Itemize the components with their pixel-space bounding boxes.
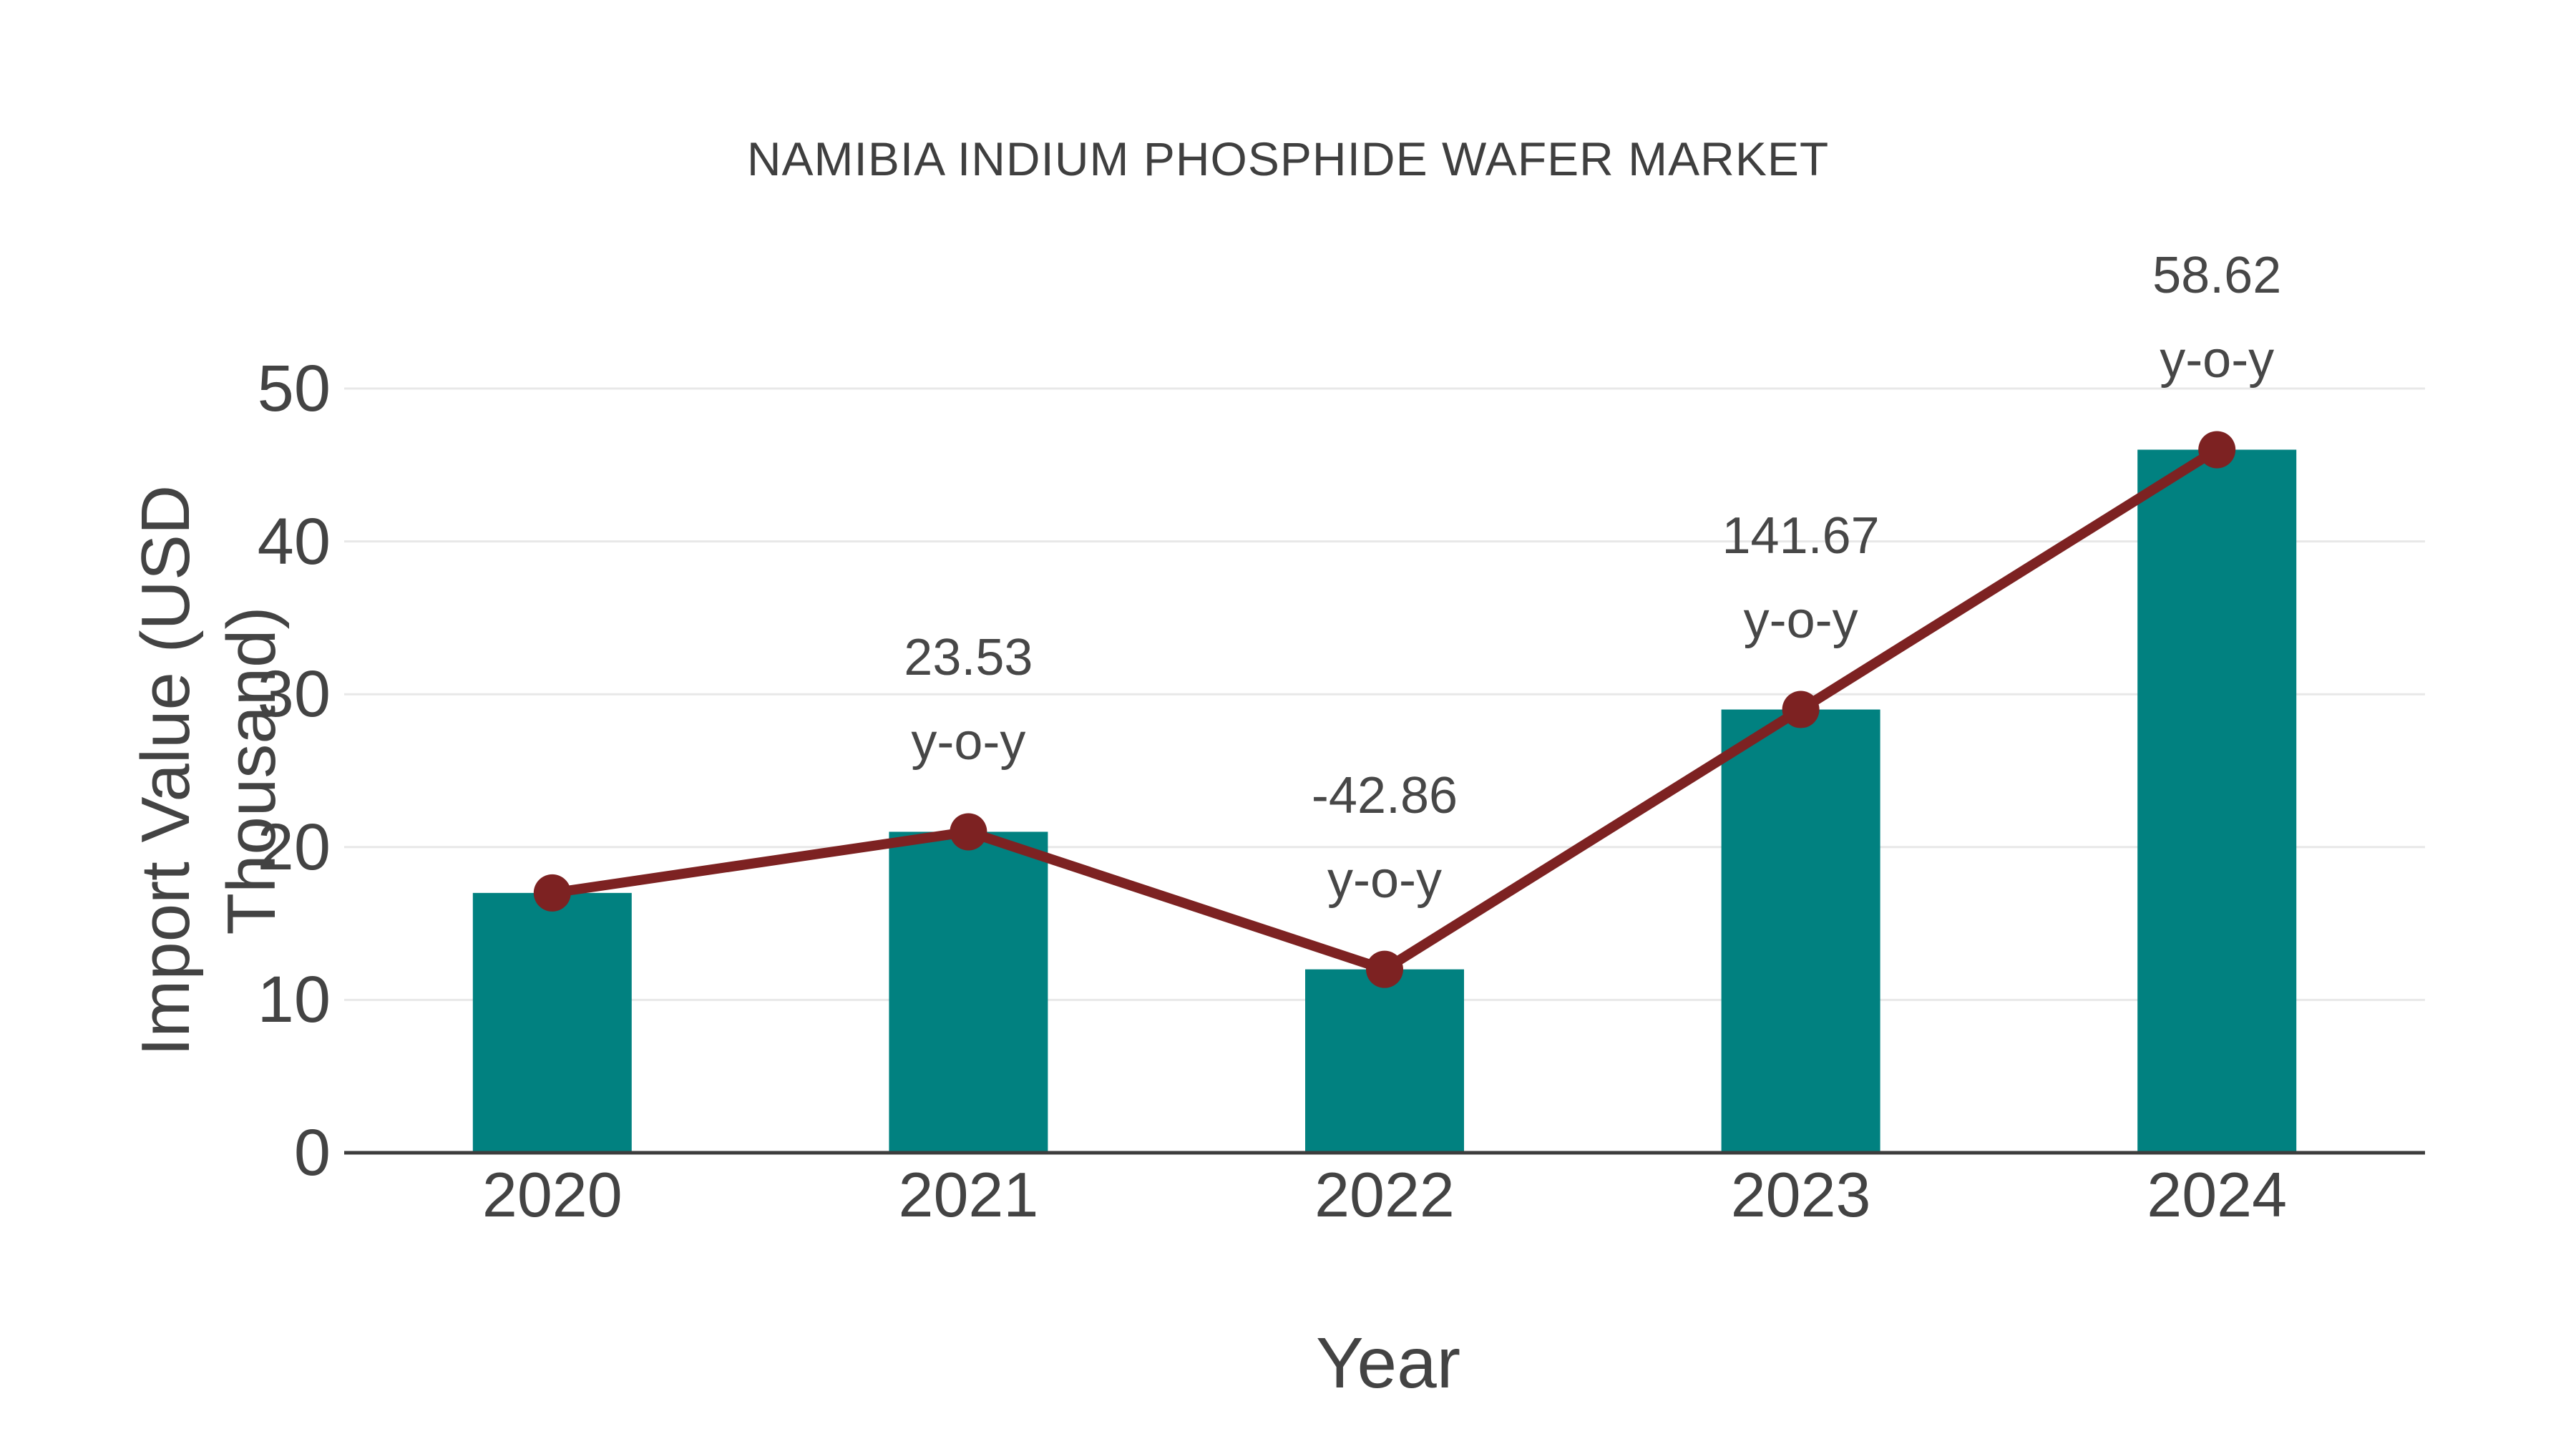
bar-2023 xyxy=(1721,709,1880,1153)
y-tick-label-0: 0 xyxy=(293,1116,331,1189)
yoy-label: y-o-y xyxy=(1743,591,1858,649)
trend-marker-2021 xyxy=(950,813,987,851)
yoy-value: 58.62 xyxy=(2152,247,2282,305)
bar-2021 xyxy=(889,831,1048,1153)
yoy-label: y-o-y xyxy=(911,713,1026,771)
x-axis-title: Year xyxy=(1315,1323,1461,1403)
bar-2020 xyxy=(472,892,632,1153)
trend-marker-2024 xyxy=(2198,431,2236,469)
y-tick-label-10: 10 xyxy=(257,963,331,1037)
bar-2024 xyxy=(2137,449,2297,1153)
yoy-value: 23.53 xyxy=(904,629,1033,687)
trend-marker-2022 xyxy=(1366,950,1403,988)
bar-2022 xyxy=(1305,969,1464,1153)
yoy-annotation-2024: 58.62 y-o-y xyxy=(1995,233,2439,402)
y-tick-label-40: 40 xyxy=(257,504,331,578)
y-tick-label-20: 20 xyxy=(257,810,331,884)
yoy-annotation-2022: -42.86 y-o-y xyxy=(1163,753,1606,922)
chart-title: NAMIBIA INDIUM PHOSPHIDE WAFER MARKET xyxy=(746,132,1830,185)
yoy-label: y-o-y xyxy=(2160,331,2275,389)
x-tick-label-2024: 2024 xyxy=(2147,1159,2288,1230)
x-tick-label-2023: 2023 xyxy=(1730,1159,1871,1230)
yoy-annotation-2023: 141.67 y-o-y xyxy=(1579,494,2023,663)
x-tick-label-2020: 2020 xyxy=(482,1159,623,1230)
y-tick-label-50: 50 xyxy=(257,352,331,425)
trend-marker-2023 xyxy=(1782,691,1820,728)
x-tick-label-2022: 2022 xyxy=(1314,1159,1455,1230)
y-axis-title: Import Value (USD Thousand) xyxy=(127,484,290,1057)
yoy-annotation-2021: 23.53 y-o-y xyxy=(746,615,1190,784)
yoy-label: y-o-y xyxy=(1327,851,1442,909)
yoy-value: 141.67 xyxy=(1722,507,1880,565)
x-tick-label-2021: 2021 xyxy=(898,1159,1039,1230)
trend-marker-2020 xyxy=(533,874,571,912)
y-tick-label-30: 30 xyxy=(257,658,331,731)
yoy-value: -42.86 xyxy=(1311,766,1458,824)
